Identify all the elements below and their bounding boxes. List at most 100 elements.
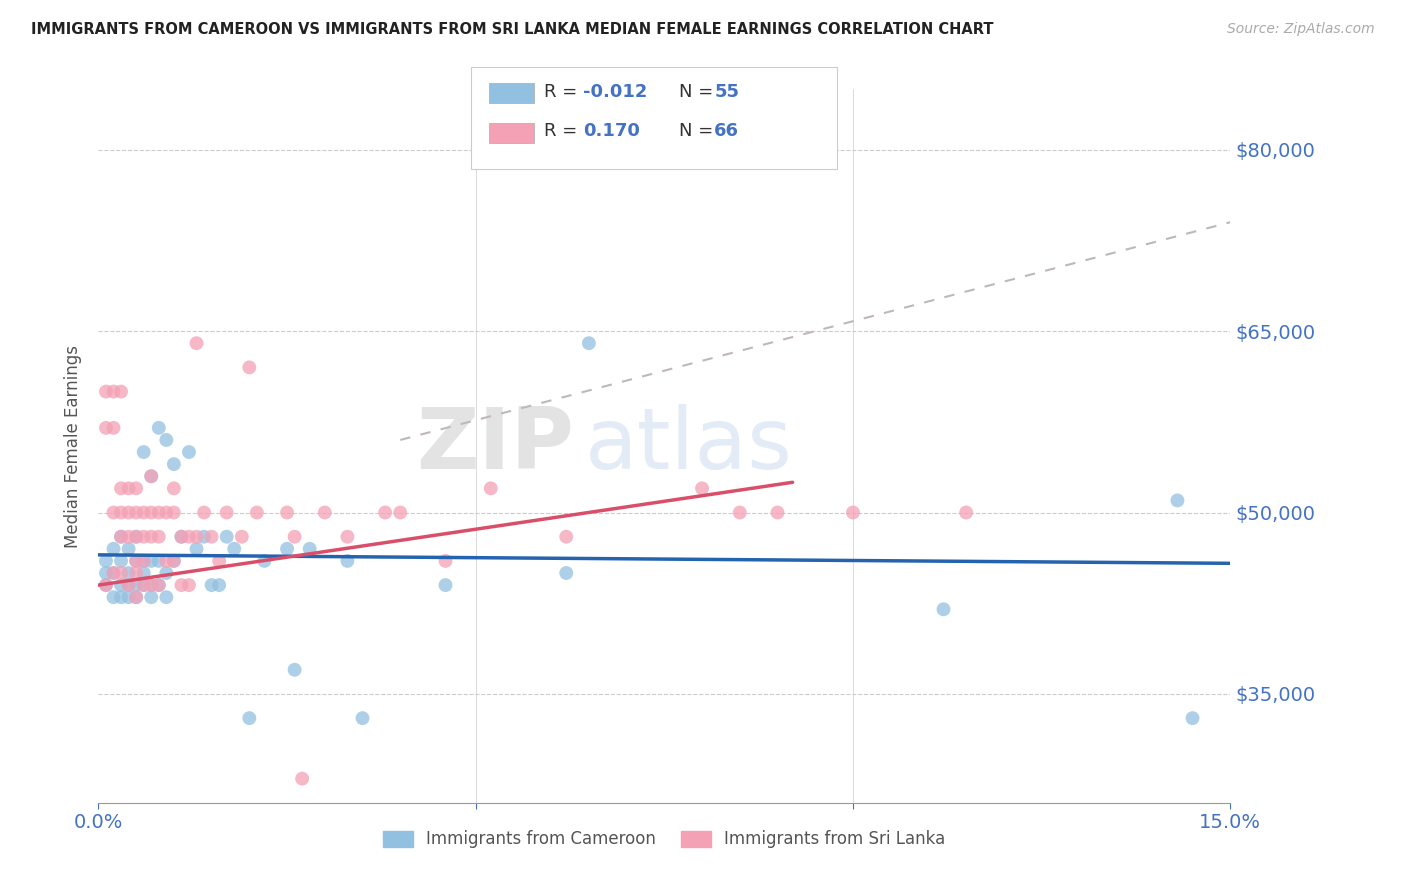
Point	[186, 541, 208, 556]
Point	[103, 541, 125, 556]
Point	[103, 421, 125, 435]
Point	[94, 421, 117, 435]
Y-axis label: Median Female Earnings: Median Female Earnings	[63, 344, 82, 548]
Point	[1166, 493, 1188, 508]
Point	[103, 506, 125, 520]
Point	[117, 481, 139, 495]
Point	[186, 530, 208, 544]
Point	[110, 506, 132, 520]
Point	[186, 336, 208, 351]
Point	[208, 578, 231, 592]
Point	[728, 506, 751, 520]
Point	[336, 554, 359, 568]
Point	[177, 530, 200, 544]
Point	[94, 578, 117, 592]
Point	[291, 772, 314, 786]
Point	[224, 541, 246, 556]
Point	[276, 506, 298, 520]
Point	[125, 481, 148, 495]
Point	[246, 506, 269, 520]
Text: atlas: atlas	[585, 404, 793, 488]
Point	[284, 530, 307, 544]
Point	[110, 530, 132, 544]
Point	[117, 530, 139, 544]
Point	[177, 445, 200, 459]
Point	[201, 578, 224, 592]
Point	[555, 530, 578, 544]
Point	[110, 554, 132, 568]
Point	[177, 578, 200, 592]
Point	[148, 554, 170, 568]
Point	[170, 530, 193, 544]
Point	[352, 711, 374, 725]
Text: ZIP: ZIP	[416, 404, 574, 488]
Point	[125, 530, 148, 544]
Text: Source: ZipAtlas.com: Source: ZipAtlas.com	[1227, 22, 1375, 37]
Point	[94, 566, 117, 580]
Point	[125, 554, 148, 568]
Point	[132, 445, 155, 459]
Text: N =: N =	[679, 83, 718, 101]
Point	[141, 554, 163, 568]
Point	[110, 481, 132, 495]
Point	[94, 384, 117, 399]
Point	[193, 530, 215, 544]
Text: R =: R =	[544, 122, 583, 140]
Point	[155, 433, 177, 447]
Point	[201, 530, 224, 544]
Point	[94, 554, 117, 568]
Point	[155, 554, 177, 568]
Text: R =: R =	[544, 83, 583, 101]
Point	[163, 554, 186, 568]
Point	[132, 554, 155, 568]
Point	[103, 566, 125, 580]
Text: 66: 66	[714, 122, 740, 140]
Point	[578, 336, 600, 351]
Point	[141, 590, 163, 604]
Point	[690, 481, 713, 495]
Point	[215, 530, 238, 544]
Point	[110, 530, 132, 544]
Point	[284, 663, 307, 677]
Point	[555, 566, 578, 580]
Point	[125, 590, 148, 604]
Point	[117, 566, 139, 580]
Point	[155, 590, 177, 604]
Point	[434, 578, 457, 592]
Point	[336, 530, 359, 544]
Point	[148, 578, 170, 592]
Text: IMMIGRANTS FROM CAMEROON VS IMMIGRANTS FROM SRI LANKA MEDIAN FEMALE EARNINGS COR: IMMIGRANTS FROM CAMEROON VS IMMIGRANTS F…	[31, 22, 994, 37]
Point	[208, 554, 231, 568]
Point	[163, 481, 186, 495]
Point	[117, 590, 139, 604]
Point	[955, 506, 977, 520]
Point	[125, 590, 148, 604]
Point	[141, 469, 163, 483]
Point	[932, 602, 955, 616]
Point	[276, 541, 298, 556]
Point	[141, 578, 163, 592]
Point	[766, 506, 789, 520]
Point	[842, 506, 865, 520]
Point	[253, 554, 276, 568]
Point	[479, 481, 502, 495]
Point	[170, 578, 193, 592]
Point	[110, 590, 132, 604]
Point	[163, 457, 186, 471]
Point	[231, 530, 253, 544]
Point	[238, 711, 260, 725]
Point	[125, 554, 148, 568]
Point	[389, 506, 412, 520]
Point	[132, 578, 155, 592]
Point	[103, 590, 125, 604]
Point	[110, 566, 132, 580]
Point	[117, 578, 139, 592]
Point	[110, 578, 132, 592]
Point	[314, 506, 336, 520]
Point	[125, 578, 148, 592]
Point	[238, 360, 260, 375]
Point	[148, 421, 170, 435]
Legend: Immigrants from Cameroon, Immigrants from Sri Lanka: Immigrants from Cameroon, Immigrants fro…	[377, 824, 952, 855]
Point	[125, 566, 148, 580]
Point	[148, 506, 170, 520]
